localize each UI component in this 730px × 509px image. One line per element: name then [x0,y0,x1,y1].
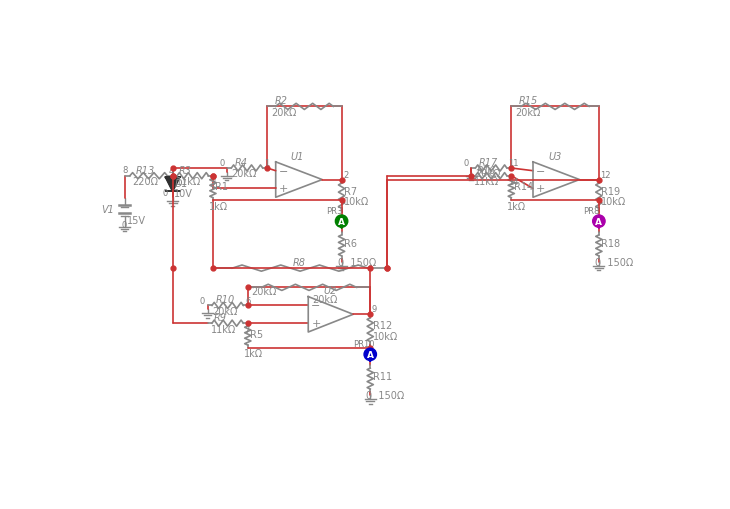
Text: 3: 3 [210,178,215,187]
Text: −: − [279,166,288,176]
Text: 15V: 15V [127,216,146,226]
Text: R7: R7 [344,187,357,196]
Text: 6: 6 [245,296,251,305]
Text: R2: R2 [275,96,288,106]
Text: 20kΩ: 20kΩ [271,107,296,118]
Text: R13: R13 [136,165,155,175]
Text: 12: 12 [600,171,611,179]
Text: 4: 4 [169,166,174,176]
Text: U2: U2 [323,286,337,296]
Text: U3: U3 [548,151,561,161]
Text: +: + [311,319,320,328]
Text: +: + [536,184,545,194]
Text: R19: R19 [602,187,620,196]
Text: 1kΩ: 1kΩ [244,349,263,358]
Text: 20kΩ: 20kΩ [312,294,337,304]
Text: R3: R3 [179,165,192,175]
Text: R18: R18 [602,238,620,248]
Text: A: A [366,350,374,359]
Circle shape [335,215,347,228]
Text: R12: R12 [372,321,392,330]
Text: 7: 7 [245,325,250,334]
Text: 1kΩ: 1kΩ [209,202,228,211]
Text: 10V: 10V [174,188,193,198]
Text: R4: R4 [234,157,247,167]
Text: V1: V1 [101,205,115,214]
Text: −: − [536,166,545,176]
Text: 1: 1 [264,159,269,168]
Text: R14: R14 [514,182,533,192]
Text: 20kΩ: 20kΩ [212,306,237,316]
Text: R8: R8 [293,258,306,267]
Text: PR3: PR3 [326,207,342,215]
Text: 9: 9 [372,305,377,314]
Text: R6: R6 [344,238,357,248]
Text: R9: R9 [214,313,227,322]
Text: 11kΩ: 11kΩ [474,177,499,187]
Text: R11: R11 [372,371,392,381]
Text: 0: 0 [200,296,205,305]
Text: D1: D1 [175,178,188,188]
Text: R10: R10 [215,295,234,305]
Text: 0: 0 [163,189,168,198]
Text: U1: U1 [291,151,304,161]
Text: 10kΩ: 10kΩ [602,196,626,207]
Text: 0  150Ω: 0 150Ω [595,258,633,267]
Circle shape [593,215,605,228]
Text: 8: 8 [122,166,128,175]
Polygon shape [166,178,180,192]
Text: PR10: PR10 [353,340,374,348]
Text: A: A [338,217,345,226]
Text: 0: 0 [219,159,224,168]
Text: 20kΩ: 20kΩ [252,287,277,297]
Text: R17: R17 [479,157,498,167]
Text: 0  150Ω: 0 150Ω [366,390,404,401]
Text: A: A [596,217,602,226]
Text: 20kΩ: 20kΩ [231,169,257,179]
Text: R16: R16 [477,165,496,175]
Text: 20kΩ: 20kΩ [515,107,540,118]
Text: 10kΩ: 10kΩ [344,196,369,207]
Circle shape [364,349,377,361]
Text: +: + [279,184,288,194]
Text: 11: 11 [508,159,519,168]
Text: 11kΩ: 11kΩ [210,324,236,334]
Text: 0  150Ω: 0 150Ω [338,258,376,267]
Text: PR8: PR8 [583,207,600,215]
Text: 11kΩ: 11kΩ [176,177,201,187]
Text: 0: 0 [464,159,469,168]
Text: 2: 2 [343,171,348,179]
Text: −: − [311,301,320,311]
Text: 220Ω: 220Ω [132,177,158,187]
Text: R1: R1 [215,182,228,192]
Text: R15: R15 [519,96,538,106]
Text: 0: 0 [121,220,127,229]
Text: 1kΩ: 1kΩ [507,202,526,211]
Text: 20kΩ: 20kΩ [476,169,501,179]
Text: 14: 14 [508,178,519,187]
Text: 10kΩ: 10kΩ [372,331,398,341]
Text: R5: R5 [250,329,264,340]
